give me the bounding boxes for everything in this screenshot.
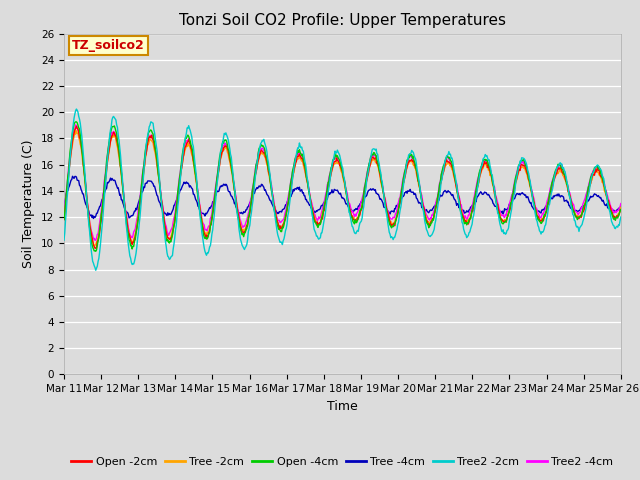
Y-axis label: Soil Temperature (C): Soil Temperature (C)	[22, 140, 35, 268]
X-axis label: Time: Time	[327, 400, 358, 413]
Text: TZ_soilco2: TZ_soilco2	[72, 39, 145, 52]
Title: Tonzi Soil CO2 Profile: Upper Temperatures: Tonzi Soil CO2 Profile: Upper Temperatur…	[179, 13, 506, 28]
Legend: Open -2cm, Tree -2cm, Open -4cm, Tree -4cm, Tree2 -2cm, Tree2 -4cm: Open -2cm, Tree -2cm, Open -4cm, Tree -4…	[67, 452, 618, 471]
